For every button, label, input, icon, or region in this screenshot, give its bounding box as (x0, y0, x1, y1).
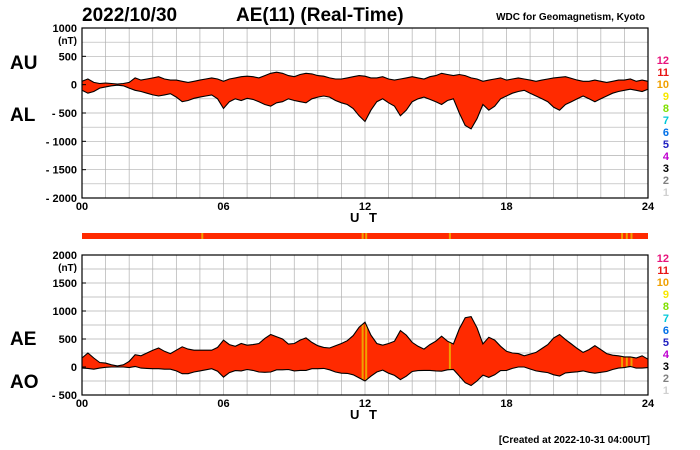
legend-entry: 7 (663, 115, 669, 127)
x-tick-label: 06 (217, 201, 229, 213)
x-tick-label: 12 (359, 201, 371, 213)
ribbon-highlight (625, 233, 628, 239)
x-tick-label: 24 (642, 398, 655, 410)
upper-series-label-top: AU (10, 53, 37, 74)
legend-entry: 7 (663, 313, 669, 325)
legend-entry: 2 (663, 175, 669, 187)
created-timestamp: [Created at 2022-10-31 04:00UT] (499, 435, 650, 446)
y-tick-label: - 1000 (46, 136, 77, 148)
area-fill (82, 72, 648, 129)
lower-series-label-top: AL (10, 105, 36, 126)
highlight-streak (448, 316, 451, 386)
legend-entry: 11 (657, 265, 669, 277)
series-line-ae (81, 315, 649, 367)
legend-entry: 4 (663, 151, 670, 163)
highlight-streak (361, 316, 364, 386)
legend-entry: 12 (657, 253, 669, 265)
legend-entry: 9 (663, 91, 669, 103)
legend-entry: 5 (663, 139, 669, 151)
x-axis-label: U T (350, 407, 380, 422)
x-tick-label: 24 (642, 201, 655, 213)
data-source: WDC for Geomagnetism, Kyoto (496, 12, 645, 23)
legend-entry: 6 (663, 127, 669, 139)
plot-frame (81, 254, 649, 396)
legend-entry: 9 (663, 289, 669, 301)
x-tick-label: 06 (217, 398, 229, 410)
x-tick-label: 12 (359, 398, 371, 410)
ribbon-bar (82, 233, 648, 239)
y-tick-label: 0 (71, 80, 77, 92)
lower-series-label-bottom: AO (10, 372, 39, 393)
ribbon-highlight (448, 233, 451, 239)
legend-entry: 12 (657, 55, 669, 67)
x-tick-label: 00 (76, 201, 88, 213)
series-line-al (81, 84, 649, 130)
legend-entry: 10 (657, 277, 669, 289)
ribbon-highlight (365, 233, 368, 239)
series-line-au (81, 71, 649, 85)
legend-entry: 8 (663, 103, 669, 115)
y-tick-label: 1000 (53, 306, 77, 318)
legend-entry: 8 (663, 301, 669, 313)
legend-entry: 1 (663, 187, 669, 199)
x-axis-label: U T (350, 210, 380, 225)
series-line-ao (81, 365, 649, 387)
legend-entry: 10 (657, 79, 669, 91)
y-unit-label: (nT) (58, 36, 77, 47)
x-tick-label: 18 (500, 201, 512, 213)
y-tick-label: 1500 (53, 278, 77, 290)
upper-series-label-bottom: AE (10, 329, 36, 350)
legend-entry: 3 (663, 163, 669, 175)
legend-entry: 3 (663, 361, 669, 373)
y-unit-label: (nT) (58, 263, 77, 274)
y-tick-label: - 500 (52, 108, 77, 120)
chart-date: 2022/10/30 (82, 5, 177, 26)
legend-entry: 1 (663, 385, 669, 397)
legend-entry: 11 (657, 67, 669, 79)
x-tick-label: 00 (76, 398, 88, 410)
y-tick-label: 1000 (53, 23, 77, 35)
y-tick-label: - 2000 (46, 193, 77, 205)
x-tick-label: 18 (500, 398, 512, 410)
legend-entry: 2 (663, 373, 669, 385)
ribbon-highlight (630, 233, 633, 239)
y-tick-label: 500 (59, 334, 77, 346)
y-tick-label: - 500 (52, 390, 77, 402)
ribbon-highlight (361, 233, 364, 239)
ae-color-ribbon (82, 233, 648, 239)
ribbon-highlight (621, 233, 624, 239)
y-tick-label: 2000 (53, 250, 77, 262)
legend-entry: 5 (663, 337, 669, 349)
y-tick-label: - 1500 (46, 165, 77, 177)
y-tick-label: 500 (59, 51, 77, 63)
highlight-streak (365, 316, 368, 386)
legend-entry: 6 (663, 325, 669, 337)
chart-title: AE(11) (Real-Time) (236, 5, 404, 26)
legend-entry: 4 (663, 349, 670, 361)
au-al-panel: 1000 500 0 - 500 - 1000 - 1500 - 2000 (nT) 00 06 1… (46, 23, 655, 225)
area-fill (82, 316, 648, 386)
ribbon-highlight (201, 233, 204, 239)
ae-ao-panel: 2000 1500 1000 500 0 - 500 (nT) 00 06 12 18 24 U T (52, 250, 655, 422)
y-tick-label: 0 (71, 362, 77, 374)
